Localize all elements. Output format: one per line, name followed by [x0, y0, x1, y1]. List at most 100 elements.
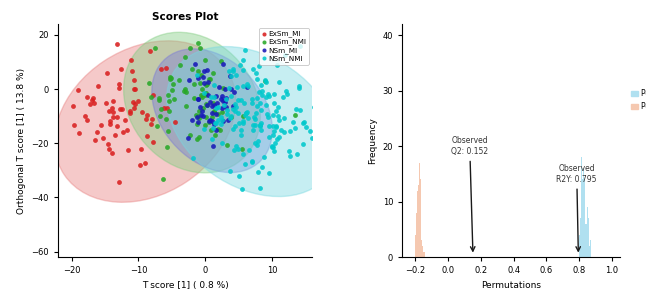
NSm_NMI — [250, 141, 260, 146]
NSm_NMI — [211, 106, 222, 111]
ExSm_MI — [74, 130, 84, 135]
ExSm_MI — [123, 148, 133, 153]
NSm_MI — [195, 105, 205, 110]
ExSm_NMI — [196, 92, 207, 97]
ExSm_MI — [96, 123, 106, 127]
Ellipse shape — [167, 47, 338, 196]
ExSm_NMI — [151, 124, 162, 129]
ExSm_MI — [118, 129, 129, 134]
ExSm_MI — [115, 106, 125, 111]
ExSm_NMI — [174, 78, 184, 83]
Bar — [415, 235, 416, 257]
ExSm_MI — [147, 117, 157, 122]
ExSm_NMI — [208, 71, 218, 76]
NSm_NMI — [260, 77, 270, 82]
NSm_MI — [207, 103, 217, 108]
ExSm_MI — [108, 109, 118, 114]
NSm_NMI — [295, 107, 306, 112]
ExSm_NMI — [155, 114, 165, 118]
NSm_MI — [218, 99, 229, 103]
NSm_NMI — [255, 123, 266, 127]
ExSm_MI — [102, 70, 112, 75]
ExSm_NMI — [168, 82, 178, 87]
Bar — [417, 185, 419, 257]
ExSm_NMI — [201, 101, 211, 106]
NSm_NMI — [274, 117, 284, 122]
NSm_MI — [221, 105, 231, 110]
ExSm_NMI — [144, 81, 154, 86]
NSm_NMI — [267, 144, 278, 149]
Bar — [583, 168, 585, 257]
NSm_NMI — [274, 79, 284, 84]
NSm_NMI — [244, 148, 254, 152]
NSm_NMI — [239, 101, 249, 106]
Bar — [581, 157, 582, 257]
NSm_NMI — [222, 112, 233, 117]
ExSm_NMI — [209, 109, 219, 114]
NSm_NMI — [269, 129, 279, 133]
ExSm_MI — [114, 82, 124, 87]
NSm_NMI — [262, 112, 273, 117]
NSm_MI — [183, 135, 193, 140]
ExSm_MI — [80, 114, 90, 118]
ExSm_MI — [104, 147, 114, 152]
NSm_NMI — [253, 64, 264, 68]
ExSm_NMI — [163, 128, 173, 133]
ExSm_NMI — [204, 77, 214, 81]
NSm_NMI — [297, 121, 307, 126]
NSm_NMI — [233, 97, 243, 102]
NSm_NMI — [299, 120, 309, 125]
NSm_MI — [196, 113, 206, 118]
NSm_MI — [198, 75, 208, 80]
ExSm_NMI — [166, 76, 176, 80]
NSm_MI — [203, 119, 214, 123]
NSm_NMI — [238, 152, 249, 157]
NSm_NMI — [216, 118, 227, 122]
NSm_MI — [242, 85, 252, 89]
ExSm_MI — [146, 122, 156, 127]
Legend: ExSm_MI, ExSm_NMI, NSm_MI, NSm_NMI: ExSm_MI, ExSm_NMI, NSm_MI, NSm_NMI — [259, 28, 309, 65]
NSm_NMI — [259, 155, 269, 159]
NSm_NMI — [192, 72, 202, 77]
ExSm_NMI — [164, 108, 174, 113]
Text: Observed
Q2: 0.152: Observed Q2: 0.152 — [451, 136, 488, 251]
NSm_NMI — [213, 105, 223, 110]
NSm_NMI — [207, 137, 217, 142]
NSm_NMI — [241, 111, 251, 115]
ExSm_MI — [162, 106, 172, 111]
ExSm_NMI — [165, 75, 175, 80]
NSm_NMI — [252, 96, 262, 101]
ExSm_MI — [147, 92, 158, 97]
ExSm_NMI — [175, 62, 185, 67]
NSm_NMI — [255, 122, 266, 127]
ExSm_MI — [120, 118, 130, 122]
NSm_MI — [207, 111, 218, 115]
NSm_NMI — [234, 174, 244, 179]
NSm_NMI — [336, 149, 346, 153]
ExSm_NMI — [201, 115, 211, 120]
ExSm_MI — [85, 101, 95, 106]
NSm_NMI — [284, 149, 294, 154]
ExSm_MI — [110, 133, 120, 138]
NSm_NMI — [301, 125, 311, 130]
ExSm_MI — [159, 106, 169, 110]
NSm_NMI — [274, 135, 284, 140]
NSm_NMI — [187, 156, 198, 161]
ExSm_MI — [169, 120, 180, 124]
NSm_NMI — [253, 139, 263, 144]
NSm_NMI — [309, 105, 319, 109]
NSm_NMI — [247, 101, 257, 106]
NSm_NMI — [267, 144, 278, 149]
NSm_NMI — [252, 143, 262, 148]
NSm_MI — [193, 96, 203, 101]
ExSm_NMI — [193, 113, 203, 118]
ExSm_MI — [98, 135, 108, 140]
ExSm_NMI — [181, 104, 191, 109]
NSm_NMI — [219, 103, 229, 107]
ExSm_NMI — [196, 95, 207, 100]
ExSm_NMI — [161, 117, 171, 122]
ExSm_NMI — [154, 97, 164, 102]
ExSm_MI — [129, 77, 140, 82]
NSm_NMI — [225, 115, 235, 120]
Y-axis label: Frequency: Frequency — [368, 117, 377, 164]
